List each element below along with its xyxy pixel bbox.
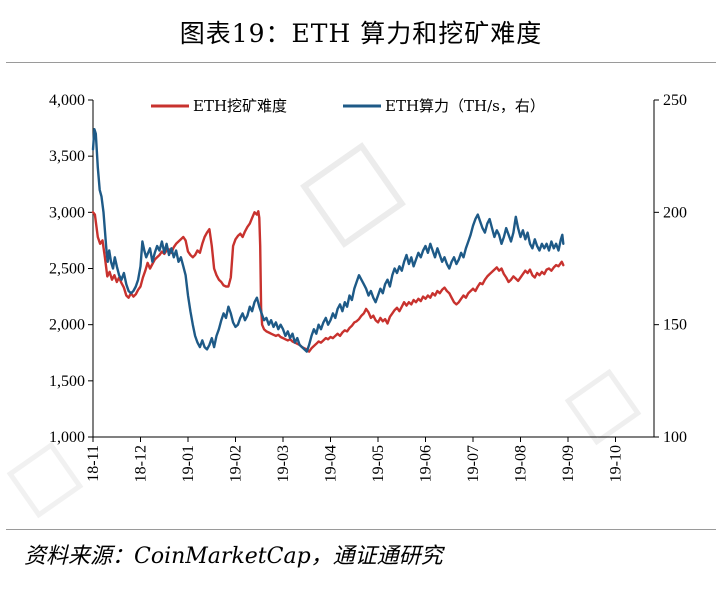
x-tick-label: 19-04 [323, 445, 340, 482]
x-tick-label: 18-12 [133, 445, 150, 482]
right-y-tick-label: 200 [663, 204, 687, 221]
legend-label-hashrate: ETH算力（TH/s，右） [385, 97, 545, 115]
series-layer [91, 127, 565, 353]
legend-label-difficulty: ETH挖矿难度 [193, 97, 287, 115]
left-y-tick-label: 2,000 [49, 317, 85, 334]
top-rule [6, 62, 716, 63]
x-tick-label: 19-03 [275, 445, 292, 482]
x-tick-label: 19-10 [608, 445, 625, 482]
dual-axis-line-chart: 1,000 1,500 2,000 2,500 3,000 3,500 4,000 100 15… [6, 92, 687, 519]
left-y-tick-label: 1,500 [49, 373, 85, 390]
left-y-tick-label: 3,500 [49, 148, 85, 165]
x-tick-label: 19-02 [228, 445, 245, 482]
x-tick-label: 19-08 [513, 445, 530, 482]
watermark-mark [564, 368, 642, 446]
left-y-tick-label: 4,000 [49, 92, 85, 109]
x-tick-label: 19-01 [180, 445, 197, 482]
chart-axes: 1,000 1,500 2,000 2,500 3,000 3,500 4,000 100 15… [49, 92, 687, 482]
watermark [6, 142, 642, 519]
bottom-rule [6, 529, 716, 530]
watermark-mark [300, 142, 406, 248]
right-y-tick-label: 250 [663, 92, 687, 109]
x-tick-label: 19-06 [418, 445, 435, 482]
difficulty-series-line [91, 210, 565, 353]
watermark-mark [6, 441, 84, 519]
source-note: 资料来源：CoinMarketCap，通证通研究 [24, 544, 443, 569]
x-tick-label: 19-07 [465, 445, 482, 482]
right-y-tick-label: 150 [663, 317, 687, 334]
left-y-tick-label: 3,000 [49, 204, 85, 221]
chart-legend: ETH挖矿难度 ETH算力（TH/s，右） [151, 97, 545, 115]
x-tick-label: 19-09 [560, 445, 577, 482]
figure-title: 图表19：ETH 算力和挖矿难度 [179, 19, 543, 48]
x-tick-label: 18-11 [85, 445, 102, 482]
left-y-tick-label: 1,000 [49, 429, 85, 446]
left-y-tick-label: 2,500 [49, 261, 85, 278]
x-tick-label: 19-05 [370, 445, 387, 482]
right-y-tick-label: 100 [663, 429, 687, 446]
hashrate-series-line [91, 127, 565, 353]
